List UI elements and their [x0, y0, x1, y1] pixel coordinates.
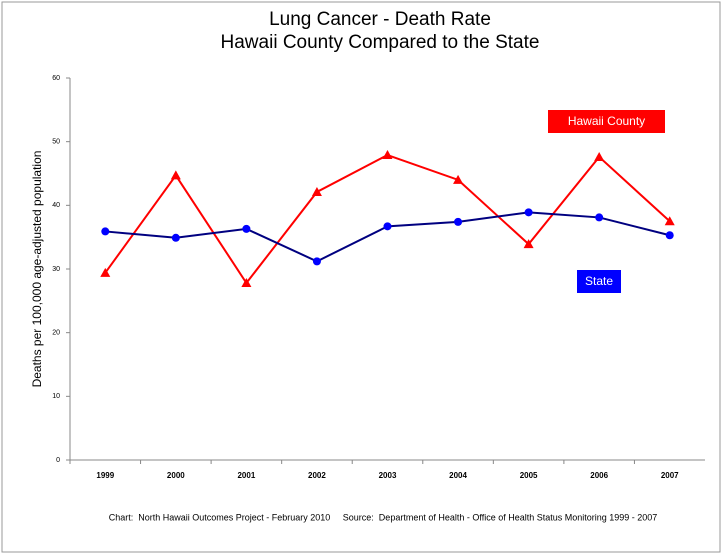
legend-label: State — [585, 274, 613, 288]
legend-box — [577, 270, 621, 293]
x-tick-label: 2000 — [167, 471, 185, 480]
x-tick-label: 2006 — [590, 471, 608, 480]
data-point — [454, 217, 463, 226]
x-tick-label: 1999 — [96, 471, 114, 480]
footnote: Chart: North Hawaii Outcomes Project - F… — [109, 512, 658, 522]
chart-title: Lung Cancer - Death Rate — [269, 9, 491, 30]
data-point — [523, 239, 534, 249]
y-tick-label: 30 — [52, 266, 60, 273]
data-point — [382, 150, 393, 160]
data-point — [594, 151, 605, 161]
data-point — [170, 170, 181, 180]
data-point — [242, 224, 251, 233]
x-tick-label: 2004 — [449, 471, 467, 480]
x-tick-label: 2002 — [308, 471, 326, 480]
y-tick-label: 10 — [52, 393, 60, 400]
data-point — [595, 213, 604, 222]
y-axis-label: Deaths per 100,000 age-adjusted populati… — [30, 151, 44, 388]
x-tick-label: 2001 — [237, 471, 255, 480]
y-tick-label: 40 — [52, 202, 60, 209]
y-tick-label: 50 — [52, 139, 60, 146]
data-point — [241, 278, 252, 288]
x-tick-label: 2005 — [520, 471, 538, 480]
legend-box — [548, 110, 665, 133]
y-tick-label: 20 — [52, 330, 60, 337]
legend-label: Hawaii County — [568, 114, 645, 128]
data-point — [524, 208, 533, 217]
data-point — [312, 257, 321, 266]
data-point — [383, 222, 392, 231]
data-point — [665, 231, 674, 240]
data-point — [171, 233, 180, 242]
data-point — [101, 227, 110, 236]
x-tick-label: 2003 — [379, 471, 397, 480]
data-point — [664, 216, 675, 226]
x-tick-label: 2007 — [661, 471, 679, 480]
data-point — [100, 267, 111, 277]
data-point — [311, 186, 322, 196]
data-point — [453, 174, 464, 184]
chart-subtitle: Hawaii County Compared to the State — [221, 32, 540, 53]
y-tick-label: 60 — [52, 75, 60, 82]
y-tick-label: 0 — [56, 457, 60, 464]
